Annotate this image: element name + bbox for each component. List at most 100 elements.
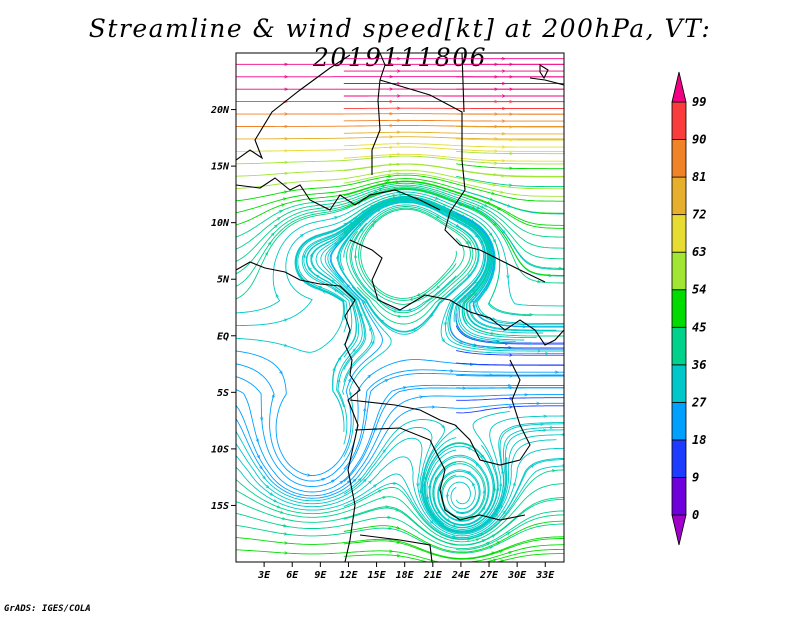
streamline [456,163,564,170]
lon-tick-label: 33E [535,570,555,581]
streamline-arrow [482,456,484,459]
streamline [236,182,564,238]
streamline-arrow [339,381,340,384]
streamline-arrow [439,485,440,489]
streamline-arrow [377,491,380,492]
streamline-arrow [469,448,472,449]
streamline-arrow [383,183,387,184]
streamline-arrow [411,299,414,300]
streamline-arrow [499,561,503,562]
streamline-arrow [263,475,265,478]
streamline-arrow [272,500,275,501]
streamline-arrow [466,240,468,243]
streamline-arrow [367,376,370,378]
streamline-arrow [446,321,447,324]
streamline-arrow [276,218,279,220]
streamline [236,483,564,543]
streamline [422,426,564,533]
streamline [343,153,564,162]
streamline [456,138,564,141]
streamline-arrow [283,192,286,193]
streamline [236,372,564,488]
streamline-arrow [490,553,494,554]
streamline-arrow [358,224,360,227]
colorbar-label: 99 [692,95,706,109]
streamline [343,131,564,135]
streamline-arrow [491,536,494,537]
colorbar-segment [671,214,687,253]
streamline-arrow [364,302,365,305]
streamline-arrow [427,495,428,499]
streamline [236,402,564,499]
streamline-arrow [376,210,379,212]
streamline [343,465,564,540]
streamline-arrow [473,484,474,488]
streamline-arrow [372,485,375,487]
colorbar-segment [671,477,687,516]
streamline-arrow [342,230,344,232]
streamline-arrow [490,193,494,194]
streamline-arrow [491,319,495,320]
streamline [236,469,564,541]
lat-tick-label: 5N [217,275,230,286]
streamline-arrow [258,454,259,457]
streamline-arrow [409,309,413,310]
colorbar: 0 9 18 27 36 45 54 63 72 81 90 99 [671,71,707,546]
streamline [236,169,564,190]
streamline-arrow [464,295,467,297]
streamline-arrow [485,543,489,544]
streamline-arrow [438,509,440,513]
streamline-arrow [371,225,373,228]
lon-tick-label: 18E [396,570,415,581]
streamline [343,553,564,562]
streamline [236,189,564,300]
coastlines [236,53,564,562]
streamline [343,202,564,354]
streamline-arrow [479,534,482,535]
streamline-arrow [339,358,341,362]
streamline [456,397,564,401]
lat-tick-label: 5S [217,388,229,399]
streamline [456,544,564,562]
streamline-arrow [446,519,449,521]
streamline-arrow [280,370,282,373]
map-frame [235,52,565,563]
streamline [236,394,564,497]
streamline-arrow [402,388,405,389]
streamline [343,181,564,229]
streamline [346,207,474,318]
streamline [456,126,564,128]
streamline-arrow [490,232,492,235]
streamline-arrow [530,466,533,468]
streamline-arrow [279,512,283,513]
streamline-arrow [481,540,485,541]
streamline [236,155,564,165]
colorbar-segment [671,439,687,478]
streamline [236,180,564,226]
streamline [236,384,564,493]
streamline-arrow [266,253,267,257]
lat-axis: 20N 15N 10N 5N EQ 5S 10S 15S [210,105,236,512]
streamline [236,188,564,287]
streamline [236,497,564,546]
streamline-arrow [320,287,323,288]
colorbar-label: 63 [692,245,706,259]
streamline-arrow [475,292,477,295]
streamline-arrow [309,268,311,271]
lon-tick-label: 30E [507,570,527,581]
colorbar-segment [671,514,687,546]
streamline [424,445,494,525]
colorbar-segment [671,401,687,441]
streamline [343,163,564,178]
streamline [236,184,564,250]
streamline [456,350,564,356]
streamline [236,510,564,550]
streamline-arrow [475,234,477,236]
streamline-arrow [475,207,479,208]
streamline-arrow [483,508,485,511]
streamline-arrow [495,542,498,543]
streamline-arrow [383,451,385,454]
streamline [236,186,564,262]
streamline-arrow [469,472,472,474]
streamline-arrow [273,393,274,397]
